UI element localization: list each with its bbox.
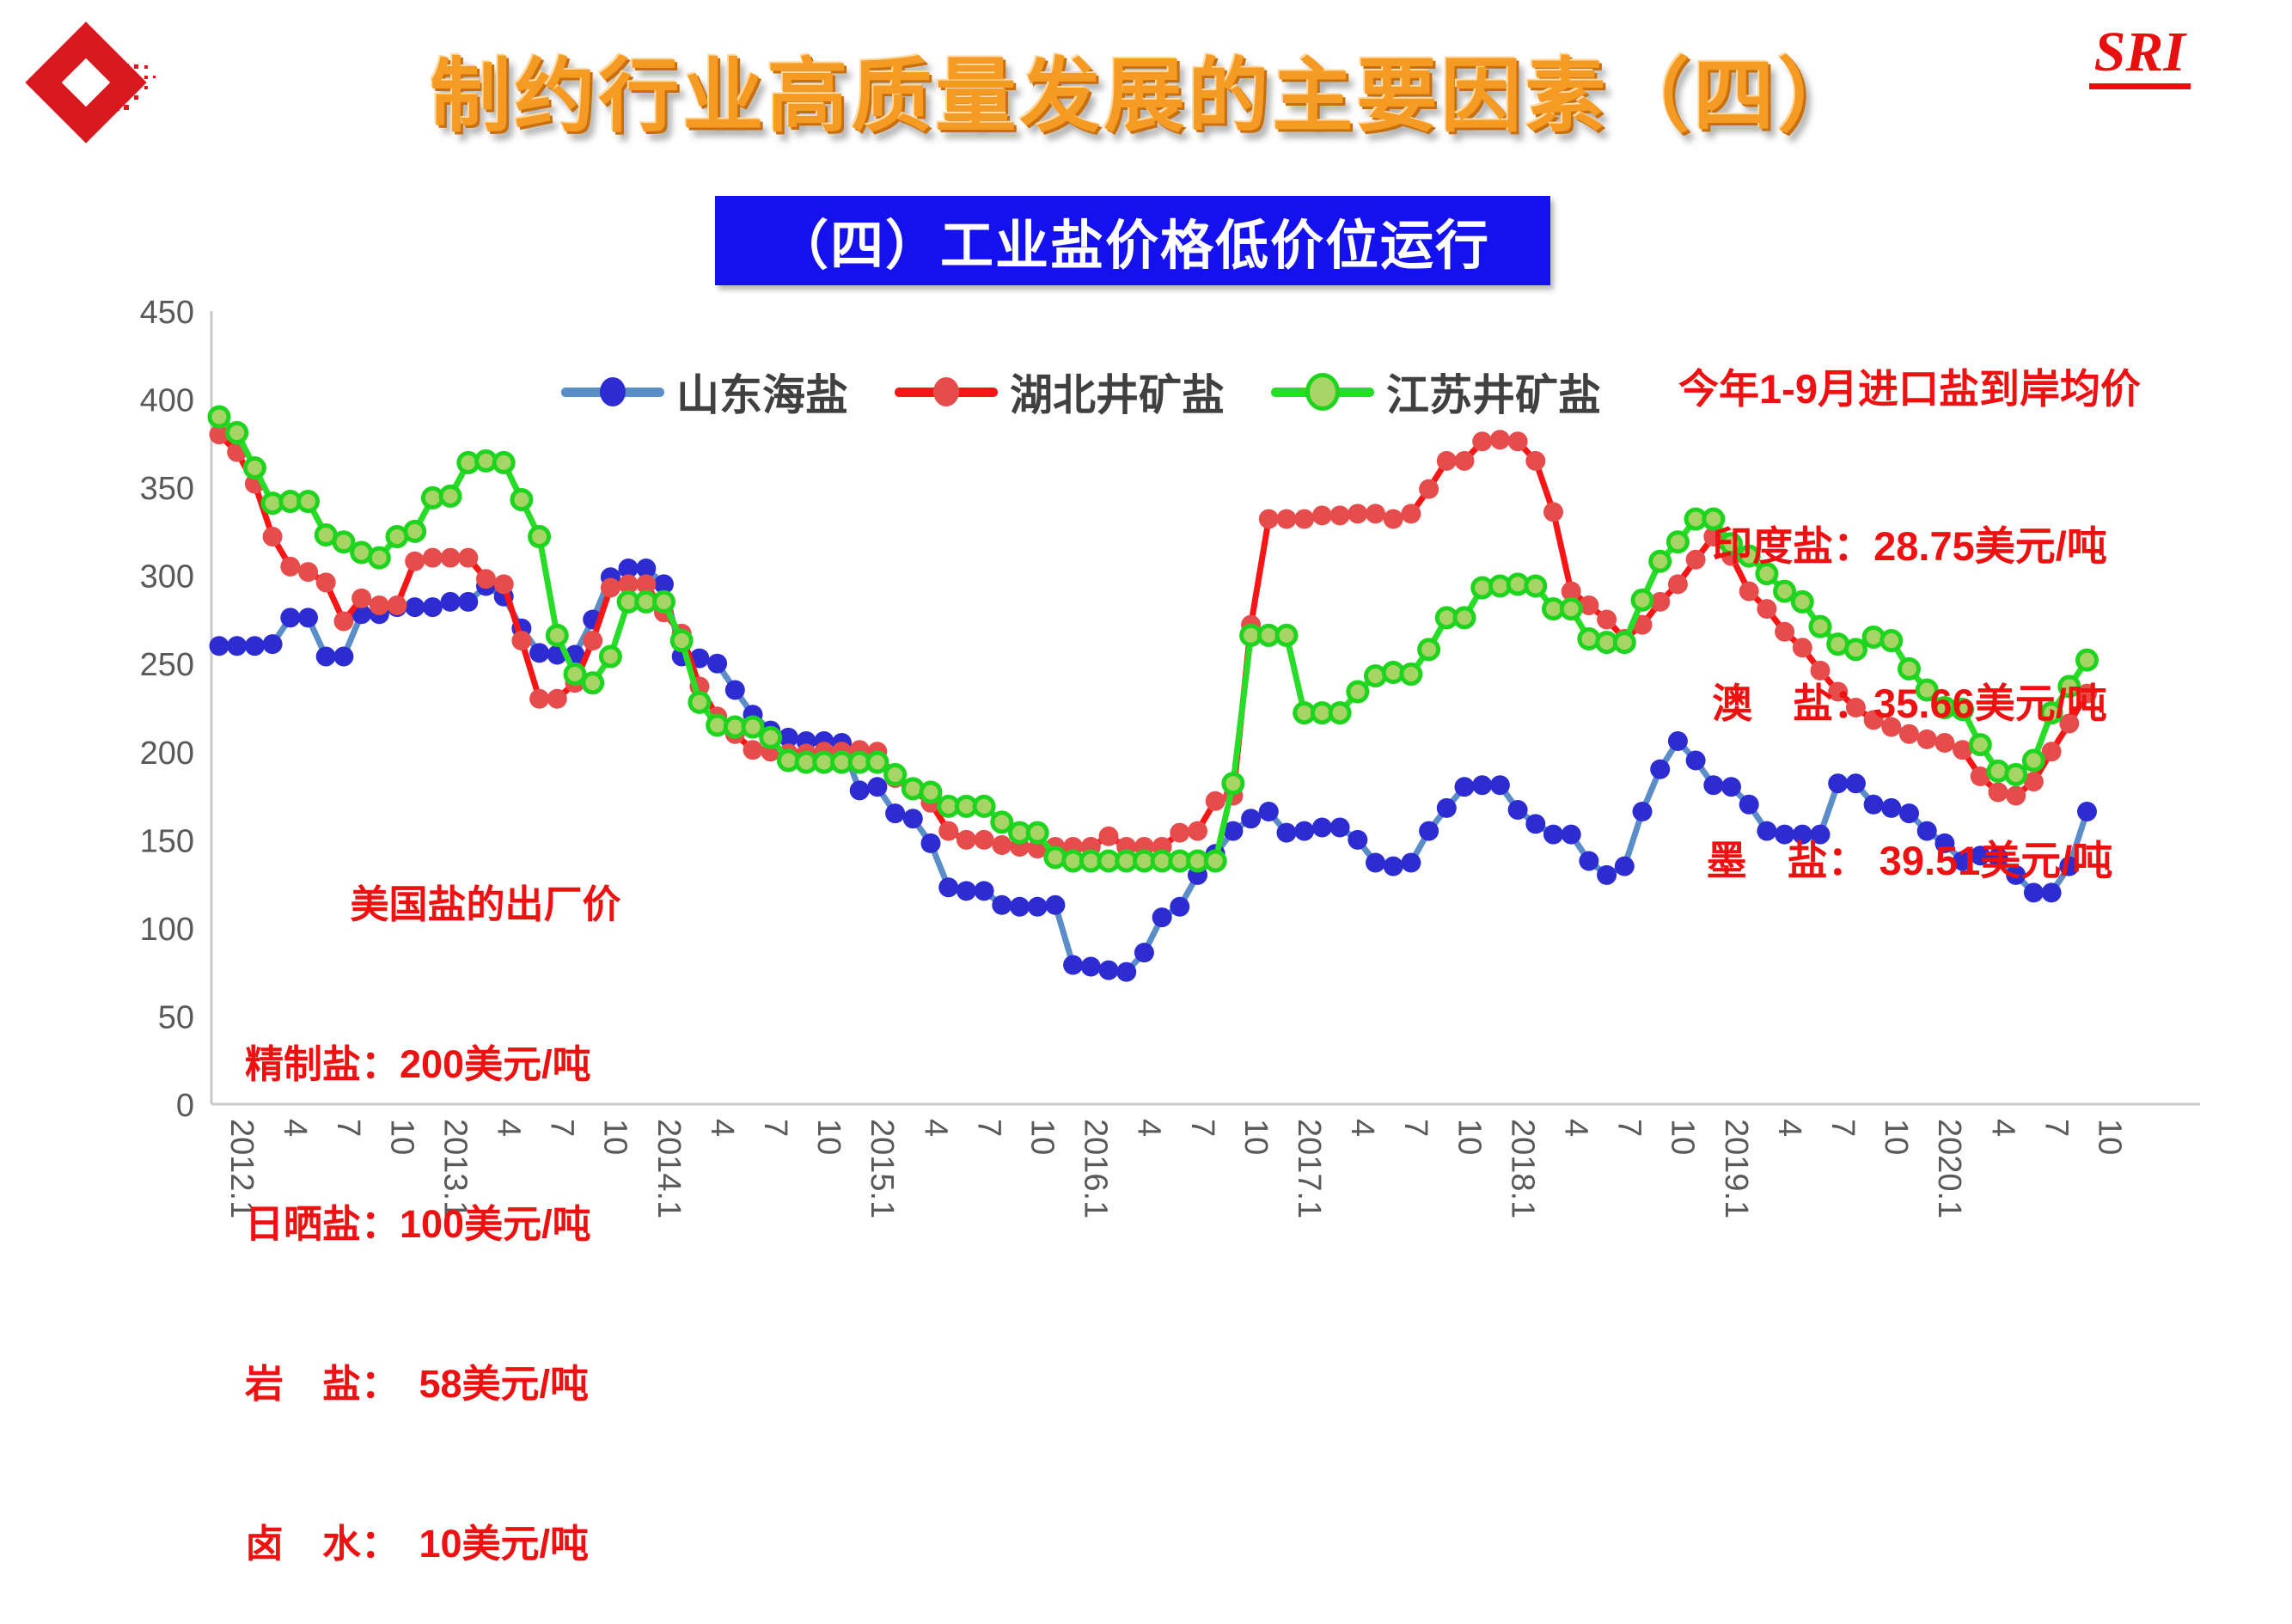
svg-text:350: 350 [140,471,194,507]
svg-text:4: 4 [917,1119,953,1137]
svg-text:7: 7 [757,1119,793,1137]
svg-text:10: 10 [810,1119,847,1155]
svg-text:2016.1: 2016.1 [1078,1119,1114,1218]
legend-label: 山东海盐 [676,371,848,419]
sri-logo: SRI [2088,22,2191,90]
import-price-note: 今年1-9月进口盐到岸均价 印度盐：28.75美元/吨 澳 盐：35.66美元/… [1600,258,2219,939]
svg-text:10: 10 [1238,1119,1274,1155]
svg-text:7: 7 [1184,1119,1220,1137]
legend-label: 江苏井矿盐 [1386,371,1601,419]
note-line: 墨 盐： 39.51美元/吨 [1706,838,2113,883]
svg-text:300: 300 [140,559,194,595]
svg-text:4: 4 [704,1119,740,1137]
svg-text:4: 4 [491,1119,527,1137]
svg-text:10: 10 [2092,1119,2128,1155]
svg-text:2020.1: 2020.1 [1931,1119,1967,1218]
svg-text:2017.1: 2017.1 [1291,1119,1327,1218]
svg-text:7: 7 [1824,1119,1861,1137]
svg-text:7: 7 [2038,1119,2074,1137]
svg-text:10: 10 [1665,1119,1701,1155]
section-banner-text: （四）工业盐价格低价位运行 [774,217,1490,276]
company-logo [24,15,170,162]
svg-text:4: 4 [1558,1119,1594,1137]
svg-text:250: 250 [140,647,194,683]
note-line: 澳 盐：35.66美元/吨 [1712,681,2107,726]
svg-text:50: 50 [158,999,194,1035]
legend-item: 湖北井矿盐 [895,361,1225,423]
svg-text:10: 10 [1878,1119,1914,1155]
legend-label: 湖北井矿盐 [1010,371,1225,419]
svg-text:2015.1: 2015.1 [864,1119,900,1218]
svg-text:10: 10 [597,1119,633,1155]
note-line: 精制盐：200美元/吨 [245,1042,591,1086]
svg-text:10: 10 [383,1119,419,1155]
svg-text:4: 4 [1344,1119,1380,1137]
note-line: 岩 盐： 58美元/吨 [245,1362,590,1406]
svg-text:2012.1: 2012.1 [223,1119,260,1218]
section-banner: （四）工业盐价格低价位运行 [715,196,1550,285]
svg-text:7: 7 [970,1119,1006,1137]
note-line: 今年1-9月进口盐到岸均价 [1678,366,2141,412]
us-price-note: 美国盐的出厂价 精制盐：200美元/吨 日晒盐：100美元/吨 岩 盐： 58美… [245,772,726,1624]
note-line: 卤 水： 10美元/吨 [245,1522,590,1566]
svg-text:2018.1: 2018.1 [1504,1119,1540,1218]
svg-text:150: 150 [140,823,194,859]
note-line: 美国盐的出厂价 [350,882,621,926]
svg-text:2014.1: 2014.1 [651,1119,687,1218]
svg-text:200: 200 [140,736,194,772]
svg-text:4: 4 [277,1119,313,1137]
svg-text:2013.1: 2013.1 [437,1119,473,1218]
svg-text:2019.1: 2019.1 [1718,1119,1754,1218]
legend-marker-green-icon [1271,373,1374,411]
svg-text:400: 400 [140,383,194,419]
legend-item: 山东海盐 [561,361,848,423]
svg-text:10: 10 [1451,1119,1487,1155]
svg-text:100: 100 [140,912,194,948]
legend-marker-blue-icon [561,377,664,406]
svg-text:7: 7 [1611,1119,1647,1137]
svg-text:450: 450 [140,295,194,331]
svg-text:7: 7 [330,1119,366,1137]
legend-marker-red-icon [895,377,998,406]
svg-text:7: 7 [544,1119,580,1137]
chart-legend: 山东海盐 湖北井矿盐 江苏井矿盐 [561,361,1601,423]
svg-text:0: 0 [176,1088,194,1124]
svg-text:7: 7 [1397,1119,1433,1137]
svg-text:4: 4 [1984,1119,2020,1137]
svg-text:4: 4 [1771,1119,1807,1137]
note-line: 印度盐：28.75美元/吨 [1712,523,2107,569]
note-line: 日晒盐：100美元/吨 [245,1202,591,1246]
svg-text:4: 4 [1131,1119,1167,1137]
legend-item: 江苏井矿盐 [1271,361,1601,423]
svg-text:10: 10 [1024,1119,1060,1155]
page-title: 制约行业高质量发展的主要因素（四） [430,51,1862,141]
